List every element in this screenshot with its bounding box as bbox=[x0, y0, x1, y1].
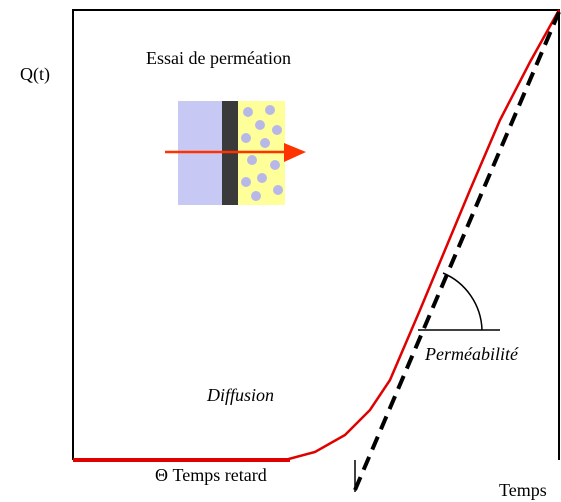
diagram-title: Essai de perméation bbox=[146, 48, 291, 68]
arrow-head bbox=[284, 143, 306, 162]
diffusion-label: Diffusion bbox=[206, 385, 274, 405]
y-axis-label: Q(t) bbox=[20, 64, 50, 85]
frame bbox=[72, 9, 560, 460]
x-axis-label: Temps bbox=[499, 480, 547, 500]
particles bbox=[241, 105, 283, 201]
permeation-icon bbox=[165, 101, 306, 205]
slope-label: Perméabilité bbox=[424, 344, 519, 364]
slope-arc bbox=[442, 272, 483, 331]
lag-time-label: Θ Temps retard bbox=[155, 465, 267, 485]
permeation-curve bbox=[73, 9, 561, 462]
